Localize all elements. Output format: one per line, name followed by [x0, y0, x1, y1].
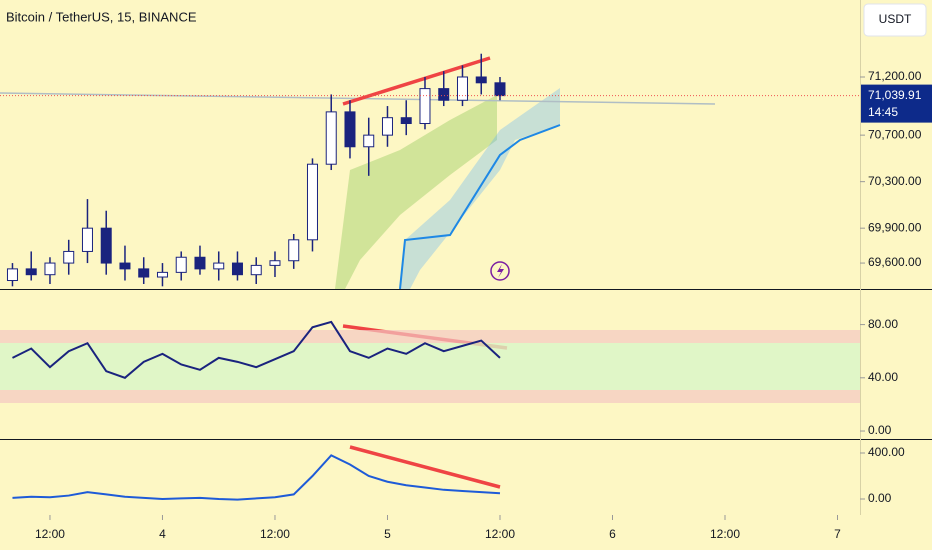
candle-body	[81, 227, 93, 252]
candle-body	[306, 163, 318, 241]
candle-body	[119, 262, 131, 270]
y-tick-label: 0.00	[868, 423, 892, 437]
candle-body	[288, 239, 300, 262]
x-tick-label: 6	[609, 527, 616, 541]
x-tick-label: 5	[384, 527, 391, 541]
countdown: 14:45	[868, 105, 898, 119]
x-tick-label: 12:00	[260, 527, 290, 541]
event-icon-bolt	[497, 264, 504, 278]
candle-body	[494, 82, 506, 97]
rsi-band-high	[0, 330, 860, 343]
candle-body	[231, 262, 243, 276]
candle-body	[138, 268, 150, 278]
y-tick-label: 69,600.00	[868, 255, 922, 269]
x-tick-label: 12:00	[485, 527, 515, 541]
candle-body	[363, 134, 375, 148]
candle-body	[175, 256, 187, 273]
candle-body	[194, 256, 206, 270]
candle-body	[325, 111, 337, 165]
candle-body	[438, 88, 450, 101]
price-tag-box	[861, 84, 932, 123]
candle-body	[344, 111, 356, 148]
event-icon[interactable]	[490, 261, 510, 281]
x-tick-label: 7	[834, 527, 841, 541]
currency-button[interactable]	[863, 3, 927, 37]
candle-body	[25, 268, 37, 276]
y-tick-label: 40.00	[868, 370, 898, 384]
rsi-line	[12, 320, 501, 379]
candle-body	[6, 268, 18, 282]
candle-body	[250, 264, 262, 276]
rsi-band-mid	[0, 343, 860, 390]
candle-body	[456, 76, 468, 101]
candle-body	[400, 117, 412, 125]
x-tick-label: 4	[159, 527, 166, 541]
currency-label: USDT	[879, 12, 912, 26]
y-tick-label: 0.00	[868, 491, 892, 505]
y-tick-label: 70,700.00	[868, 127, 922, 141]
x-tick-label: 12:00	[710, 527, 740, 541]
x-tick-label: 12:00	[35, 527, 65, 541]
candle-body	[381, 117, 393, 136]
candle-body	[44, 262, 56, 276]
candle-body	[419, 88, 431, 125]
cloud-green	[335, 95, 497, 289]
candle-body	[269, 260, 281, 266]
baseline-line	[399, 124, 561, 290]
y-tick-label: 80.00	[868, 317, 898, 331]
symbol-title: Bitcoin / TetherUS, 15, BINANCE	[6, 9, 197, 24]
current-price: 71,039.91	[868, 88, 922, 102]
candle-body	[156, 271, 168, 278]
trend-line	[342, 56, 491, 106]
plot	[0, 53, 865, 520]
y-tick-label: 71,200.00	[868, 69, 922, 83]
candle-body	[100, 227, 112, 264]
macd-line	[12, 454, 501, 501]
candle-body	[63, 250, 75, 264]
y-tick-label: 69,900.00	[868, 220, 922, 234]
price-tag: 71,039.91 14:45	[861, 84, 932, 123]
rsi-band-low	[0, 390, 860, 403]
candle-body	[213, 262, 225, 270]
trend-line	[349, 445, 501, 489]
candle-body	[475, 76, 487, 84]
y-tick-label: 400.00	[868, 445, 905, 459]
y-tick-label: 70,300.00	[868, 174, 922, 188]
